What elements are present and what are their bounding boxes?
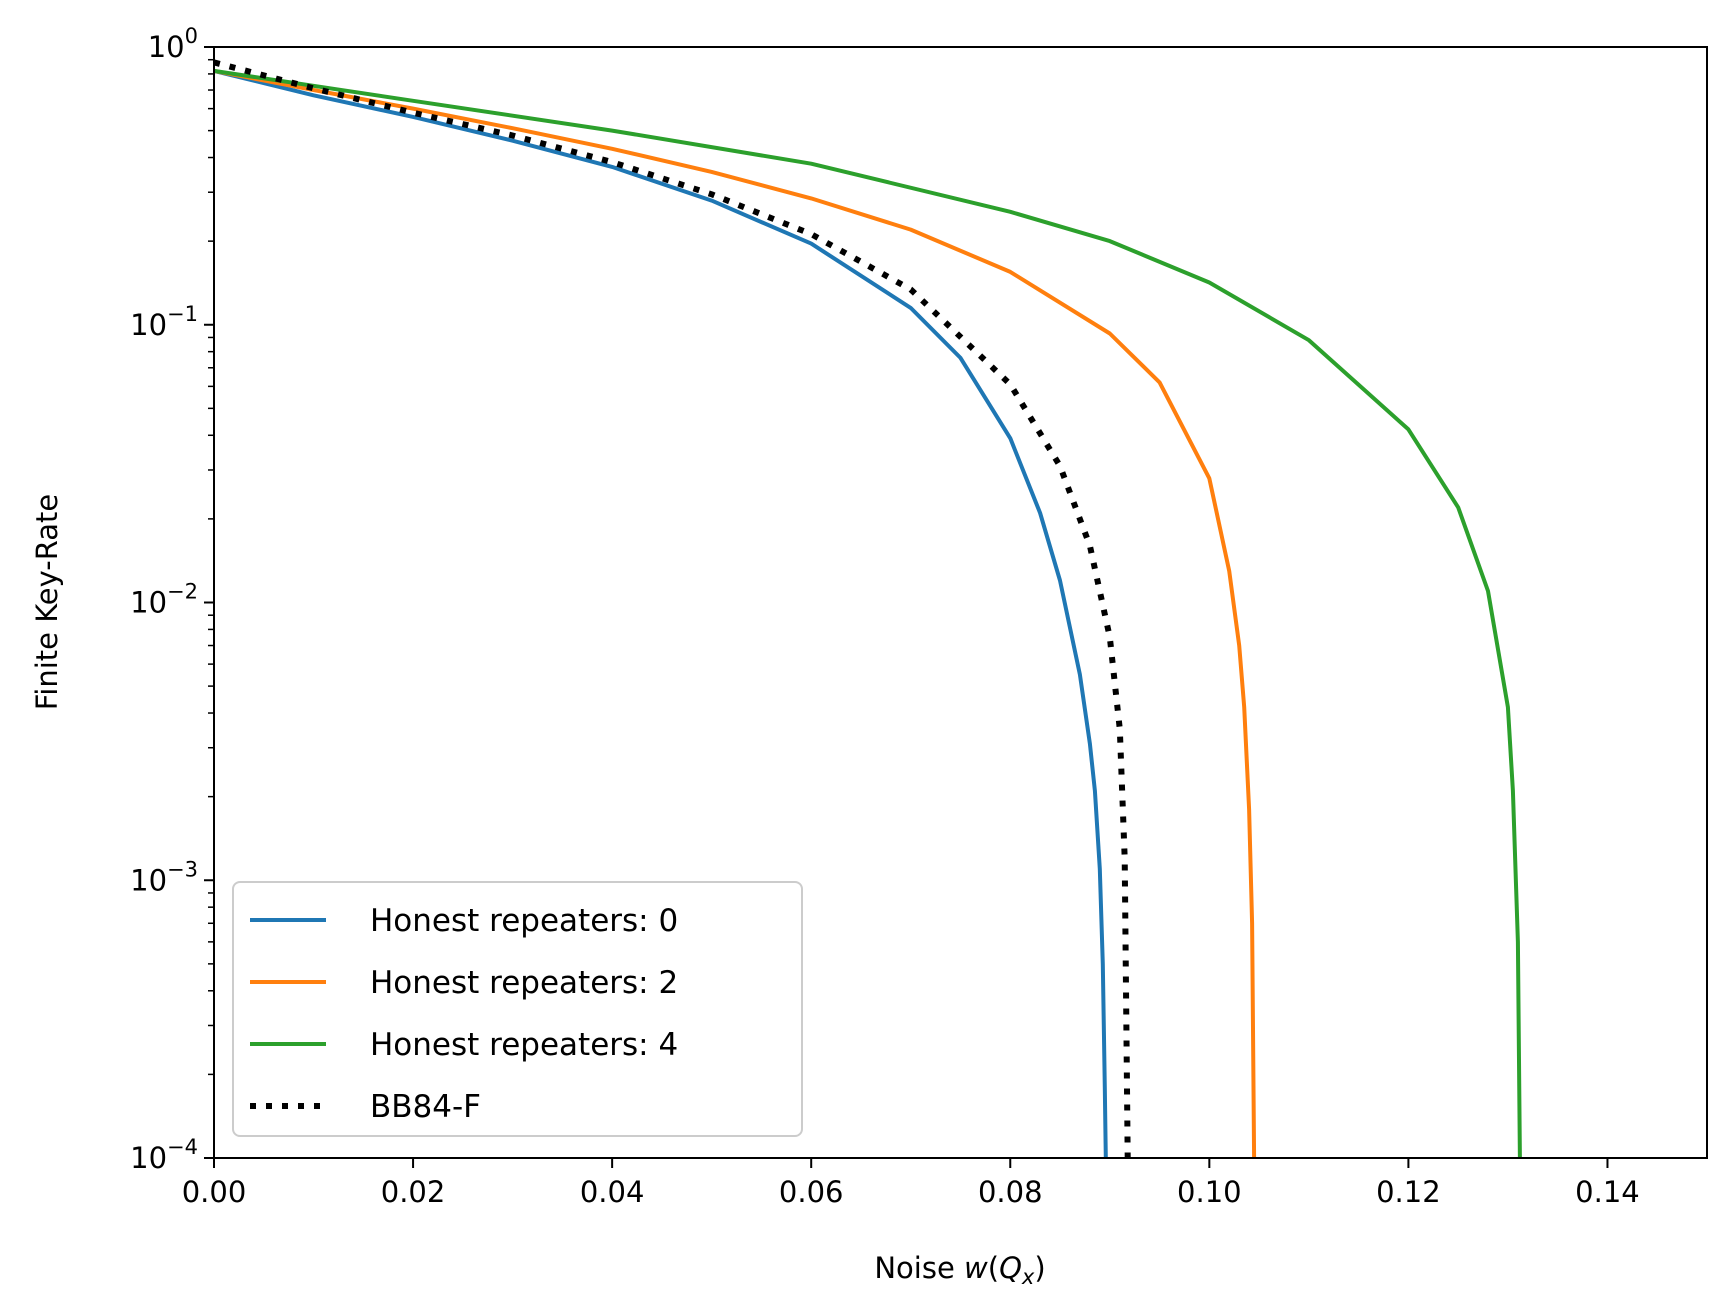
legend-label-0: Honest repeaters: 0 [370,903,678,939]
x-tick-label: 0.00 [182,1175,247,1209]
series-line-3 [213,59,1131,1159]
y-tick-label: 10−3 [130,857,198,897]
y-tick-label: 100 [148,24,198,64]
x-tick-label: 0.10 [1177,1175,1242,1209]
plot-frame [213,46,1708,1159]
x-tick-label: 0.12 [1376,1175,1441,1209]
x-tick-label: 0.08 [978,1175,1043,1209]
tick-layer: 0.00 0.02 0.04 0.06 0.08 0.10 0.12 0.14 100 10−1 1… [130,24,1640,1209]
legend-label-2: Honest repeaters: 4 [370,1027,678,1063]
x-tick-label: 0.04 [580,1175,645,1209]
x-axis-label: Noise w(Qx) [874,1251,1045,1289]
series-line-1 [213,68,1257,1159]
legend: Honest repeaters: 0 Honest repeaters: 2 Ho… [232,881,803,1137]
series-line-0 [213,68,1108,1159]
x-tick-label: 0.14 [1575,1175,1640,1209]
series-line-2 [213,68,1522,1159]
legend-items: Honest repeaters: 0 Honest repeaters: 2 Ho… [250,903,678,1125]
x-tick-label: 0.02 [381,1175,446,1209]
y-tick-label: 10−1 [130,302,198,342]
legend-box [232,881,803,1137]
y-tick-label: 10−2 [130,580,198,620]
y-axis-label: Finite Key-Rate [30,494,64,711]
legend-label-1: Honest repeaters: 2 [370,965,678,1001]
x-tick-label: 0.06 [779,1175,844,1209]
series-layer [213,59,1522,1159]
legend-label-3: BB84-F [370,1089,481,1125]
y-tick-label: 10−4 [130,1135,198,1175]
